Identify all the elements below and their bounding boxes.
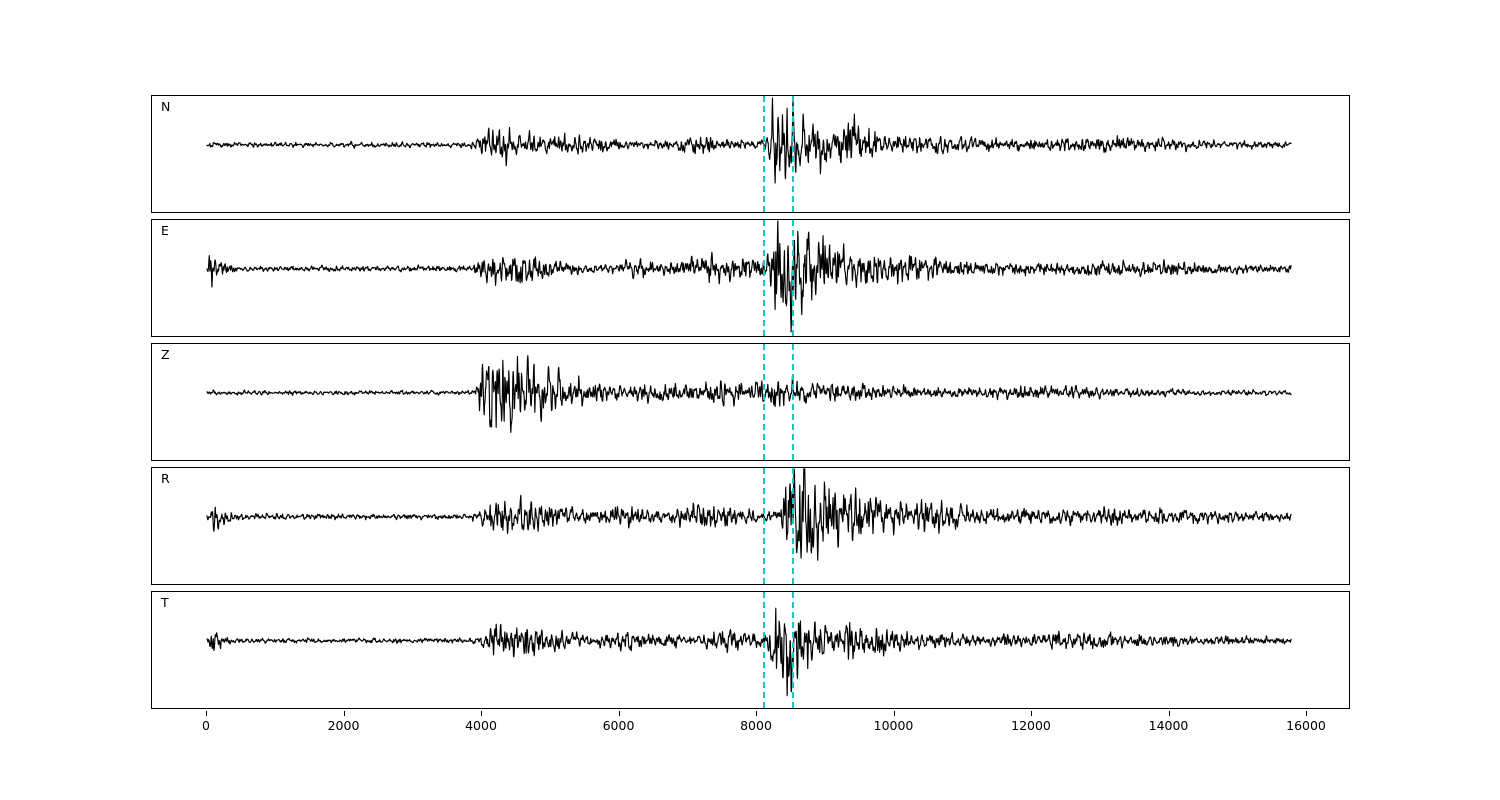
x-tick: [756, 711, 757, 716]
phase-marker-2: [792, 220, 795, 336]
phase-marker-1: [763, 96, 766, 212]
panel-label-radial-component: R: [161, 471, 170, 486]
x-tick: [1168, 711, 1170, 716]
x-tick: [1306, 711, 1307, 716]
phase-marker-2: [792, 468, 795, 584]
panel-label-vertical-component: Z: [161, 347, 170, 362]
phase-marker-2: [792, 96, 795, 212]
x-tick: [1031, 711, 1032, 716]
phase-marker-2: [792, 592, 795, 708]
trace-line: [206, 468, 1292, 561]
x-axis: 0 2000 4000 6000 8000 10000 12000 14000 16000: [0, 711, 1500, 757]
phase-marker-1: [763, 468, 766, 584]
waveform-east-component: [206, 220, 1292, 333]
panel-transverse-component: T: [151, 591, 1350, 709]
x-tick-label: 14000: [1148, 718, 1189, 733]
x-tick: [618, 711, 620, 716]
phase-marker-1: [763, 344, 766, 460]
panel-vertical-component: Z: [151, 343, 1350, 461]
phase-marker-1: [763, 220, 766, 336]
x-tick-label: 12000: [1011, 718, 1051, 733]
waveform-radial-component: [206, 468, 1292, 561]
panel-label-north-component: N: [161, 99, 171, 114]
panel-north-component: N: [151, 95, 1350, 213]
x-tick-label: 10000: [873, 718, 914, 733]
x-tick-label: 8000: [740, 718, 772, 733]
x-tick-label: 6000: [602, 718, 635, 733]
x-tick: [481, 711, 482, 716]
panel-east-component: E: [151, 219, 1350, 337]
trace-line: [206, 97, 1292, 184]
x-tick: [893, 711, 895, 716]
x-tick-label: 0: [202, 718, 210, 733]
panel-label-east-component: E: [161, 223, 170, 238]
phase-marker-2: [792, 344, 795, 460]
panel-radial-component: R: [151, 467, 1350, 585]
waveform-transverse-component: [206, 607, 1292, 697]
x-tick-label: 4000: [465, 718, 497, 733]
x-tick: [206, 711, 207, 716]
x-tick-label: 16000: [1286, 718, 1326, 733]
trace-line: [206, 355, 1292, 434]
panel-label-transverse-component: T: [161, 595, 169, 610]
phase-marker-1: [763, 592, 766, 708]
waveform-vertical-component: [206, 355, 1292, 434]
trace-line: [206, 607, 1292, 697]
waveform-north-component: [206, 97, 1292, 184]
x-tick: [343, 711, 345, 716]
trace-line: [206, 220, 1292, 333]
x-tick-label: 2000: [327, 718, 360, 733]
